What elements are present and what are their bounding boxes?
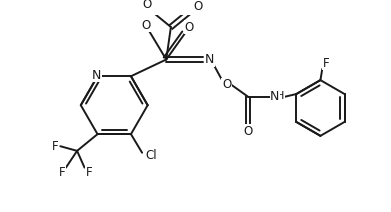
Text: O: O (142, 0, 151, 11)
Text: O: O (222, 78, 231, 91)
Text: O: O (141, 19, 151, 32)
Text: O: O (243, 124, 253, 138)
Text: O: O (185, 21, 194, 33)
Text: Cl: Cl (145, 149, 157, 162)
Text: O: O (193, 0, 203, 13)
Text: F: F (323, 57, 329, 70)
Text: N: N (205, 53, 215, 66)
Text: N: N (92, 69, 101, 82)
Text: N: N (270, 90, 280, 103)
Text: F: F (59, 166, 66, 179)
Text: F: F (86, 166, 92, 179)
Text: H: H (276, 91, 285, 101)
Text: F: F (52, 140, 58, 153)
